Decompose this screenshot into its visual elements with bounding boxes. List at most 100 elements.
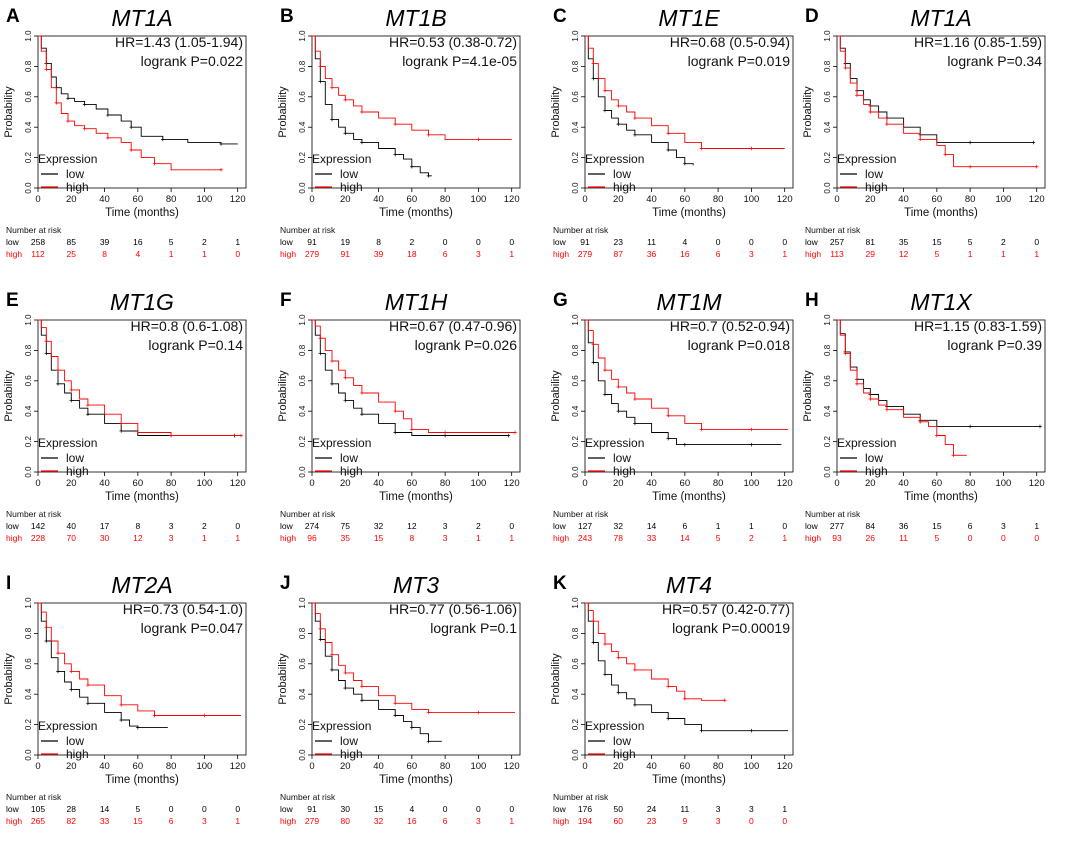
risk-count-low: 0: [443, 237, 448, 247]
x-tick-label: 80: [440, 761, 451, 772]
hazard-ratio: HR=1.15 (0.83-1.59): [914, 318, 1042, 334]
survival-curve-high: [38, 602, 241, 716]
censor-mark: [1031, 140, 1036, 145]
censor-mark: [666, 131, 670, 136]
risk-count-high: 3: [443, 533, 448, 543]
censor-mark: [666, 684, 670, 689]
x-tick-label: 80: [965, 478, 976, 489]
censor-mark: [591, 342, 596, 347]
x-tick-label: 100: [470, 761, 486, 772]
x-axis-label: Time (months): [379, 491, 453, 503]
risk-table-title: Number at risk: [6, 225, 62, 235]
risk-count-low: 1: [1034, 521, 1039, 531]
y-tick-label: 0.6: [298, 91, 307, 103]
risk-count-low: 11: [680, 804, 689, 814]
censor-mark: [603, 392, 607, 397]
censor-mark: [86, 701, 90, 706]
risk-count-low: 142: [31, 521, 45, 531]
risk-count-high: 265: [31, 816, 45, 826]
gene-title: MT1G: [110, 289, 174, 315]
risk-count-high: 6: [169, 816, 174, 826]
censor-mark: [343, 375, 348, 380]
legend-label-high: high: [66, 747, 89, 761]
risk-count-high: 3: [476, 816, 481, 826]
risk-count-low: 3: [443, 521, 448, 531]
panel-k: K MT4 0.0 0.2 0.4 0.6 0.8 1.0 Probability 0 20 40 60…: [547, 567, 813, 844]
risk-count-low: 91: [307, 804, 317, 814]
censor-mark: [152, 713, 157, 718]
risk-count-high: 9: [682, 816, 687, 826]
survival-curve-high: [312, 319, 515, 433]
x-tick-label: 100: [196, 478, 212, 489]
censor-mark: [343, 671, 348, 675]
plot-frame: [37, 319, 247, 473]
legend-label-low: low: [66, 734, 84, 748]
survival-curve-high: [585, 602, 725, 701]
y-tick-label: 0.0: [24, 182, 33, 194]
x-tick-label: 0: [309, 194, 314, 205]
risk-count-high: 5: [934, 533, 939, 543]
logrank-p: logrank P=0.00019: [672, 620, 790, 636]
x-tick-label: 120: [777, 478, 793, 489]
gene-title: MT1M: [656, 289, 722, 315]
risk-count-high: 29: [866, 249, 876, 259]
y-axis-label: Probability: [3, 653, 15, 705]
censor-mark: [943, 152, 947, 157]
risk-row-label-high: high: [6, 249, 22, 259]
x-tick-label: 40: [373, 478, 384, 489]
risk-count-low: 0: [169, 804, 174, 814]
x-axis-label: Time (months): [379, 774, 453, 786]
risk-row-label-low: low: [6, 237, 20, 247]
y-tick-label: 0.4: [24, 688, 33, 700]
x-tick-label: 60: [133, 194, 144, 205]
panel-letter: E: [6, 290, 19, 311]
censor-mark: [119, 703, 123, 707]
y-tick-label: 0.0: [24, 749, 33, 761]
censor-mark: [56, 669, 60, 674]
x-tick-label: 100: [470, 478, 486, 489]
x-tick-label: 20: [340, 761, 351, 772]
y-tick-label: 0.4: [823, 121, 832, 133]
censor-mark: [410, 725, 414, 730]
censor-mark: [152, 161, 157, 166]
y-axis-label: Probability: [3, 86, 15, 138]
censor-mark: [119, 718, 123, 722]
panel-letter: H: [805, 290, 819, 311]
censor-mark: [343, 131, 348, 136]
x-axis-label: Time (months): [105, 207, 179, 219]
y-tick-label: 0.8: [823, 344, 832, 356]
censor-mark: [161, 137, 165, 142]
risk-count-low: 0: [782, 521, 787, 531]
risk-count-low: 91: [580, 237, 590, 247]
gene-title: MT2A: [111, 572, 172, 598]
risk-count-low: 0: [749, 237, 754, 247]
censor-mark: [360, 684, 364, 689]
y-tick-label: 0.4: [298, 688, 307, 700]
censor-mark: [633, 668, 637, 672]
y-tick-label: 0.2: [571, 718, 580, 730]
panel-letter: B: [280, 6, 294, 27]
survival-curve-high: [585, 35, 785, 149]
risk-count-low: 0: [509, 237, 514, 247]
x-tick-label: 0: [582, 194, 587, 205]
x-axis-label: Time (months): [652, 774, 726, 786]
y-tick-label: 0.2: [24, 151, 33, 163]
y-tick-label: 1.0: [571, 314, 580, 326]
risk-count-low: 11: [647, 237, 656, 247]
risk-count-high: 12: [899, 249, 909, 259]
x-axis-label: Time (months): [652, 491, 726, 503]
risk-count-high: 3: [716, 816, 721, 826]
x-tick-label: 60: [680, 761, 691, 772]
risk-count-high: 1: [782, 533, 787, 543]
censor-mark: [591, 640, 596, 645]
censor-mark: [968, 164, 972, 169]
censor-mark: [330, 85, 334, 90]
risk-count-high: 0: [235, 249, 240, 259]
plot-frame: [311, 319, 521, 473]
censor-mark: [44, 351, 49, 356]
x-tick-label: 20: [613, 761, 624, 772]
risk-count-high: 60: [614, 816, 624, 826]
x-tick-label: 20: [865, 478, 876, 489]
